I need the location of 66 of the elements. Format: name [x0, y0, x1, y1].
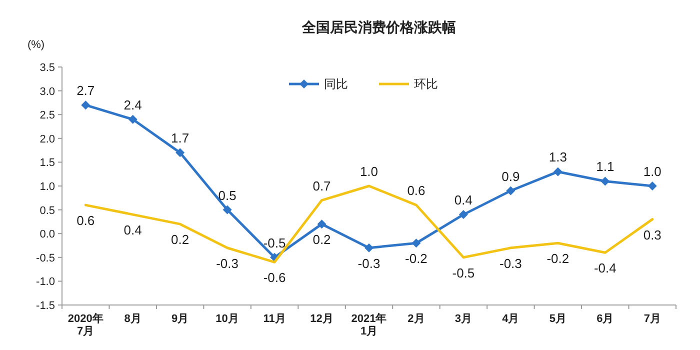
- data-label: 0.2: [312, 232, 331, 248]
- data-label: -0.6: [263, 270, 286, 286]
- point: [222, 205, 232, 214]
- data-label: -0.3: [499, 256, 522, 271]
- y-tick-label: 0.0: [40, 228, 55, 241]
- data-label: 2.4: [124, 97, 142, 112]
- data-label: -0.2: [405, 251, 428, 266]
- data-label: -0.3: [358, 256, 380, 271]
- data-label: 1.7: [171, 130, 190, 146]
- y-axis-title: (%): [27, 39, 45, 51]
- y-tick-label: 2.5: [40, 110, 55, 122]
- data-label: 1.3: [548, 150, 567, 165]
- point: [506, 186, 516, 196]
- y-tick-label: 1.5: [40, 157, 55, 170]
- x-tick-label: 10月: [216, 313, 239, 325]
- point: [81, 100, 90, 110]
- x-tick-label: 2021年 1月: [351, 312, 387, 338]
- x-tick-label: 3月: [454, 313, 472, 325]
- point: [553, 167, 562, 176]
- y-tick-label: 3.5: [40, 62, 55, 74]
- legend-label: 环比: [414, 77, 438, 91]
- y-tick-label: 0.5: [40, 204, 55, 217]
- point: [412, 238, 421, 248]
- y-tick-label: 1.0: [40, 181, 55, 193]
- x-tick-label: 2020年 7月: [68, 312, 104, 338]
- y-tick-label: -1.0: [36, 276, 55, 288]
- x-tick-label: 5月: [549, 313, 566, 325]
- data-label: 0.9: [502, 168, 520, 184]
- data-label: 0.2: [171, 232, 190, 248]
- x-tick-label: 2月: [408, 313, 425, 325]
- x-tick-label: 12月: [310, 313, 334, 325]
- y-tick-label: 3.0: [40, 86, 55, 98]
- data-label: 2.7: [76, 83, 95, 98]
- point: [364, 243, 374, 252]
- legend-label: 同比: [324, 77, 348, 91]
- data-label: 0.4: [124, 222, 142, 238]
- point: [176, 148, 185, 158]
- y-tick-label: -1.5: [36, 300, 55, 312]
- x-tick-label: 4月: [502, 313, 520, 325]
- data-label: 0.7: [312, 178, 331, 194]
- point: [600, 176, 610, 186]
- point: [317, 220, 326, 229]
- data-label: 1.0: [360, 164, 378, 179]
- x-tick-label: 11月: [263, 313, 286, 325]
- data-label: 0.6: [407, 183, 426, 198]
- data-label: 1.0: [643, 164, 662, 179]
- data-label: 1.1: [596, 159, 614, 174]
- data-label: -0.4: [594, 260, 616, 276]
- point: [128, 114, 138, 124]
- data-label: 0.3: [643, 227, 662, 242]
- point: [458, 210, 468, 220]
- data-label: -0.5: [263, 235, 286, 250]
- data-label: -0.2: [546, 251, 570, 266]
- data-label: 0.4: [454, 192, 472, 208]
- y-tick-label: -0.5: [36, 252, 55, 264]
- x-tick-label: 6月: [596, 313, 614, 325]
- data-label: -0.3: [216, 256, 239, 271]
- x-tick-label: 8月: [124, 313, 142, 325]
- data-label: 0.5: [218, 188, 236, 203]
- y-tick-label: 2.0: [40, 133, 55, 146]
- x-tick-label: 9月: [172, 313, 189, 325]
- data-label: -0.5: [452, 265, 475, 280]
- point: [648, 182, 657, 190]
- data-label: 0.6: [76, 213, 95, 228]
- chart-title: 全国居民消费价格涨跌幅: [301, 19, 456, 35]
- x-tick-label: 7月: [644, 313, 661, 325]
